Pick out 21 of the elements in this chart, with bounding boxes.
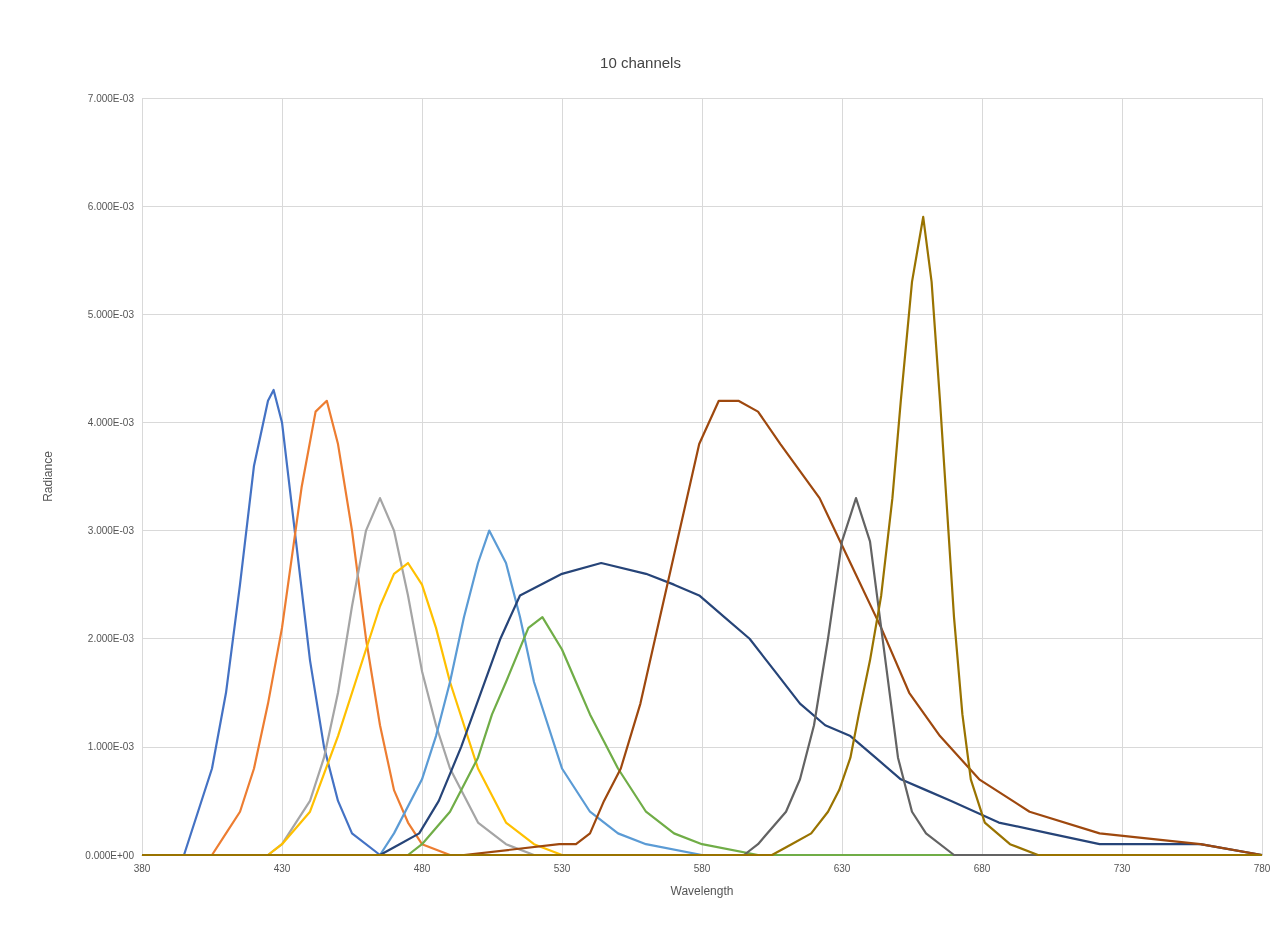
chart-title: 10 channels [600,54,681,71]
x-tick-label: 780 [1253,862,1271,874]
y-tick-label: 4.000E-03 [87,416,135,428]
x-tick-label: 580 [693,862,711,874]
y-tick-label: 1.000E-03 [87,741,135,753]
y-tick-label: 7.000E-03 [87,92,135,104]
y-tick-label: 5.000E-03 [87,308,135,320]
y-tick-label: 3.000E-03 [87,525,135,537]
y-tick-label: 0.000E+00 [85,849,135,861]
x-tick-label: 730 [1113,862,1131,874]
line-series [140,215,1264,857]
x-tick-label: 380 [133,862,151,874]
x-tick-label: 680 [973,862,991,874]
x-tick-label: 480 [413,862,431,874]
x-tick-label: 530 [553,862,571,874]
y-tick-label: 2.000E-03 [87,633,135,645]
x-tick-label: 430 [273,862,291,874]
y-tick-label: 6.000E-03 [87,200,135,212]
x-axis-title: Wavelength [670,884,734,898]
y-axis-title: Radiance [41,450,55,502]
x-tick-label: 630 [833,862,851,874]
